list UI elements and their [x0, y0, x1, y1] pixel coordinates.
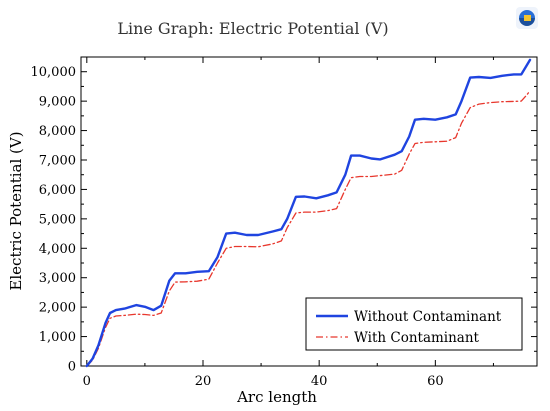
y-tick-label: 2,000 [39, 301, 76, 316]
series-layer [85, 58, 532, 368]
y-tick-label: 6,000 [39, 183, 76, 198]
chart-title: Line Graph: Electric Potential (V) [117, 19, 388, 38]
series-line-with-contaminant [86, 90, 531, 367]
legend: Without Contaminant With Contaminant [305, 297, 523, 351]
x-tick-label: 0 [83, 374, 91, 389]
y-axis: 0 1,000 2,000 3,000 4,000 5,000 6,000 7,000 8,00… [31, 65, 537, 375]
y-axis-label: Electric Potential (V) [7, 131, 25, 290]
y-tick-label: 5,000 [39, 212, 76, 227]
legend-label-with-contaminant: With Contaminant [354, 330, 480, 346]
y-tick-label: 10,000 [31, 65, 77, 80]
x-axis-label: Arc length [236, 388, 317, 406]
y-tick-label: 3,000 [39, 271, 76, 286]
y-tick-label: 1,000 [39, 330, 76, 345]
logo-icon [516, 7, 538, 29]
legend-label-without-contaminant: Without Contaminant [354, 309, 502, 325]
y-tick-label: 4,000 [39, 242, 76, 257]
x-axis: 0 20 40 60 [83, 57, 494, 389]
y-tick-label: 8,000 [39, 124, 76, 139]
y-tick-label: 7,000 [39, 154, 76, 169]
series-line-without-contaminant [85, 58, 532, 368]
x-tick-label: 40 [311, 374, 328, 389]
x-tick-label: 60 [427, 374, 444, 389]
y-tick-label: 0 [68, 360, 76, 375]
x-tick-label: 20 [195, 374, 212, 389]
legend-box [305, 297, 523, 351]
y-tick-label: 9,000 [39, 95, 76, 110]
